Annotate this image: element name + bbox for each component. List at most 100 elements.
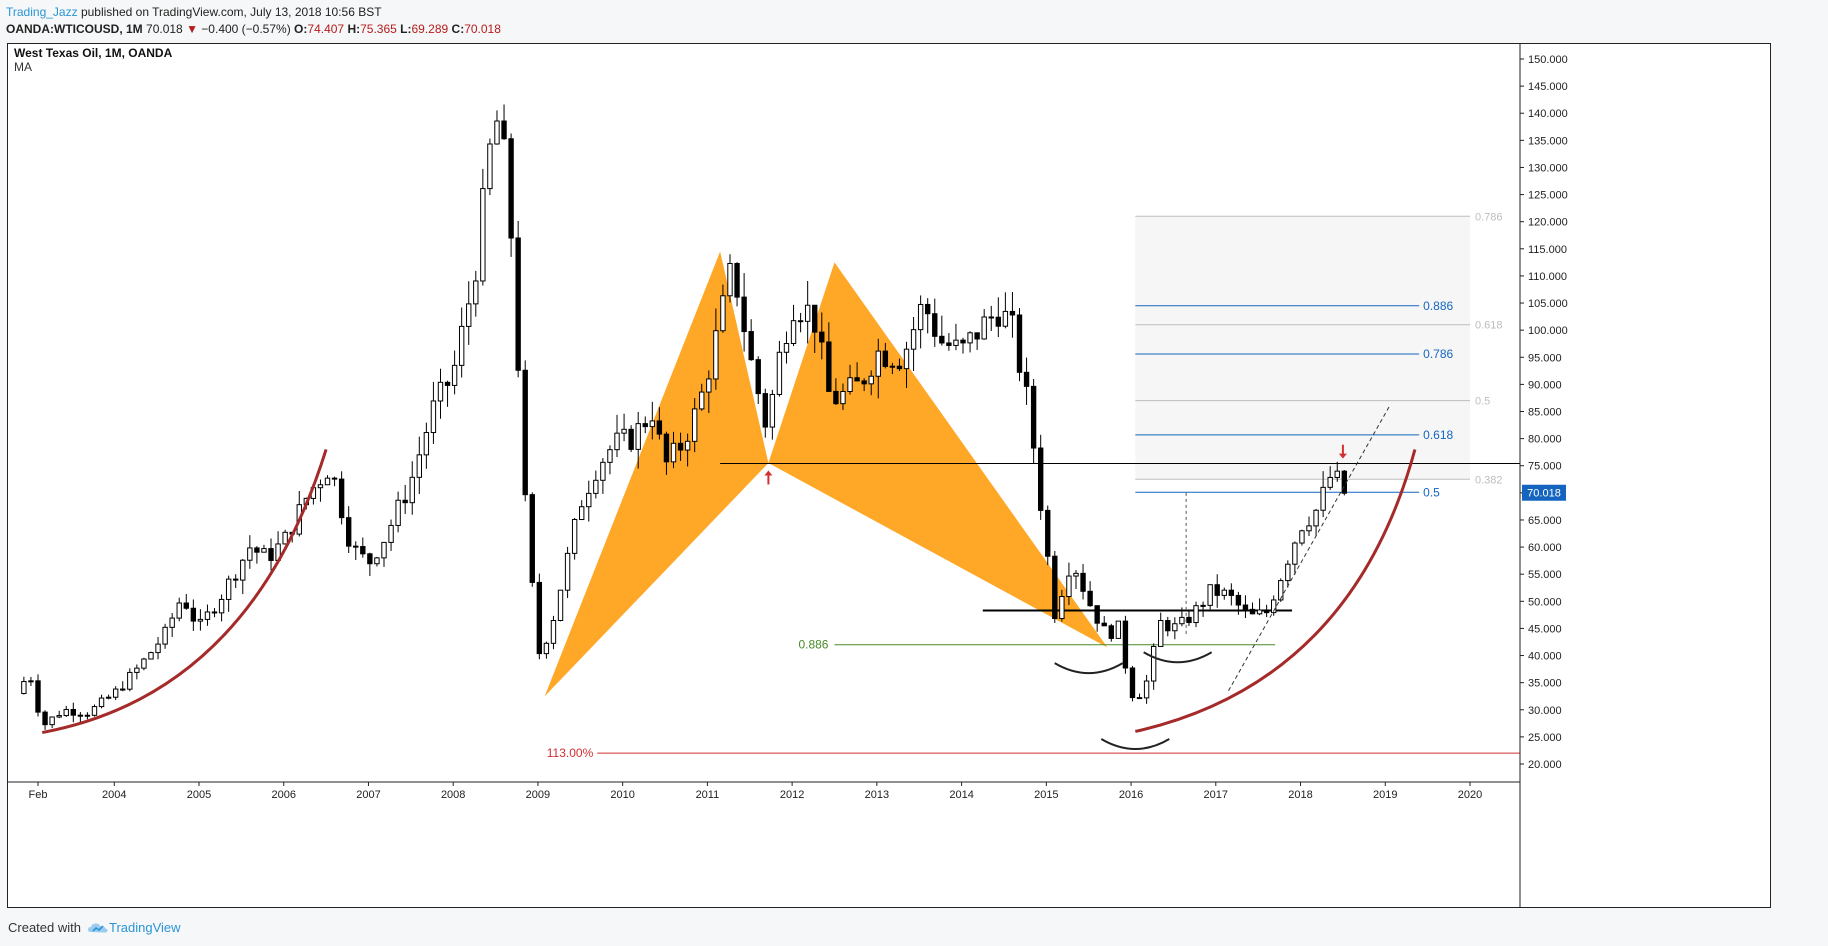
candle-body bbox=[1193, 605, 1199, 624]
candle-body bbox=[430, 400, 437, 434]
candle-body bbox=[734, 263, 740, 298]
candle-body bbox=[741, 296, 747, 333]
high-label: H: bbox=[347, 22, 361, 36]
candle-body bbox=[501, 120, 507, 140]
y-tick-label: 40.000 bbox=[1528, 651, 1562, 663]
current-price-badge: 70.018 bbox=[1522, 484, 1566, 501]
candle-body bbox=[1179, 616, 1185, 625]
candle-body bbox=[254, 547, 260, 553]
candle-body bbox=[155, 643, 161, 654]
left-growth-curve bbox=[41, 449, 328, 735]
candle-body bbox=[932, 313, 938, 337]
y-tick-label: 115.000 bbox=[1528, 244, 1567, 256]
chart-panel[interactable]: 0.786 0.618 0.5 0.382 0.886 0.786 0.618 0.5 0.8… bbox=[7, 43, 1771, 908]
candle-body bbox=[960, 339, 966, 344]
green-level-label: 0.886 bbox=[798, 638, 828, 652]
price-badge-bg bbox=[1522, 484, 1566, 501]
candle-body bbox=[233, 578, 239, 581]
candle-body bbox=[593, 479, 599, 494]
candle-body bbox=[621, 428, 627, 434]
candle-body bbox=[840, 390, 846, 405]
candle-body bbox=[1080, 572, 1086, 592]
candle-body bbox=[1009, 310, 1016, 316]
y-tick-label: 35.000 bbox=[1528, 678, 1562, 690]
candle-body bbox=[1150, 645, 1157, 682]
candle-body bbox=[762, 393, 768, 428]
low-label: L: bbox=[400, 22, 412, 36]
low-value: 69.289 bbox=[411, 22, 449, 36]
candle-body bbox=[663, 433, 670, 463]
candle-body bbox=[458, 325, 465, 366]
y-tick-label: 90.000 bbox=[1528, 379, 1562, 391]
candle-body bbox=[925, 303, 931, 315]
x-tick-label: 2011 bbox=[696, 789, 720, 801]
y-tick-label: 145.000 bbox=[1528, 81, 1568, 93]
candle-body bbox=[1101, 622, 1107, 627]
candle-body bbox=[35, 680, 41, 713]
candle-body bbox=[70, 708, 76, 716]
x-tick-label: 2007 bbox=[356, 789, 380, 801]
tradingview-link[interactable]: TradingView bbox=[87, 920, 181, 935]
candle-body bbox=[28, 680, 34, 683]
candle-body bbox=[1200, 604, 1206, 607]
y-tick-label: 110.000 bbox=[1528, 271, 1567, 283]
candle-body bbox=[1242, 604, 1249, 610]
candle-body bbox=[1023, 371, 1030, 387]
candle-body bbox=[395, 499, 401, 526]
candle-body bbox=[134, 667, 140, 673]
candle-body bbox=[1278, 580, 1284, 601]
candle-body bbox=[529, 494, 535, 583]
candle-body bbox=[1334, 470, 1340, 478]
candle-body bbox=[346, 517, 352, 547]
candle-body bbox=[691, 408, 698, 442]
down-arrow-icon bbox=[1338, 444, 1347, 459]
candle-body bbox=[713, 330, 719, 380]
right-growth-curve bbox=[1134, 449, 1417, 733]
candle-body bbox=[543, 642, 550, 655]
candle-body bbox=[642, 423, 648, 428]
x-tick-label: 2020 bbox=[1458, 789, 1482, 801]
up-arrow-icon bbox=[764, 470, 773, 485]
y-tick-label: 105.000 bbox=[1528, 298, 1568, 310]
candle-body bbox=[1292, 542, 1298, 565]
candle-body bbox=[1037, 447, 1044, 511]
candle-body bbox=[635, 423, 641, 450]
candle-body bbox=[1263, 609, 1270, 614]
candle-body bbox=[1158, 620, 1164, 647]
candle-body bbox=[875, 350, 881, 377]
candle-body bbox=[374, 557, 380, 565]
y-tick-label: 95.000 bbox=[1528, 352, 1562, 364]
candle-body bbox=[508, 138, 514, 239]
candle-body bbox=[804, 304, 811, 322]
candle-body bbox=[1122, 620, 1129, 669]
created-with-text: Created with bbox=[8, 920, 81, 935]
candle-body bbox=[1207, 584, 1213, 606]
candle-body bbox=[910, 329, 917, 350]
candle-body bbox=[317, 484, 324, 489]
price-chart[interactable]: 0.786 0.618 0.5 0.382 0.886 0.786 0.618 0.5 0.8… bbox=[8, 44, 1771, 908]
y-tick-label: 60.000 bbox=[1528, 542, 1562, 554]
candle-body bbox=[571, 519, 578, 554]
y-tick-label: 45.000 bbox=[1528, 623, 1562, 635]
author-link[interactable]: Trading_Jazz bbox=[6, 5, 78, 19]
candle-body bbox=[42, 711, 48, 726]
x-tick-label: 2016 bbox=[1119, 789, 1143, 801]
fib-left-label: 0.5 bbox=[1423, 485, 1440, 499]
candle-body bbox=[1016, 314, 1023, 373]
candle-body bbox=[550, 620, 557, 644]
candle-body bbox=[1313, 509, 1319, 527]
y-tick-label: 135.000 bbox=[1528, 135, 1568, 147]
candle-body bbox=[988, 316, 994, 319]
candle-body bbox=[105, 696, 112, 699]
candle-body bbox=[423, 432, 430, 456]
candle-body bbox=[466, 303, 472, 327]
candle-body bbox=[77, 714, 84, 717]
candle-body bbox=[494, 120, 500, 145]
indicator-label[interactable]: MA bbox=[14, 60, 32, 74]
high-value: 75.365 bbox=[360, 22, 397, 36]
candle-body bbox=[1299, 530, 1305, 544]
candle-body bbox=[628, 428, 634, 450]
candle-body bbox=[706, 378, 712, 393]
candle-body bbox=[98, 697, 105, 708]
candle-body bbox=[84, 714, 91, 717]
